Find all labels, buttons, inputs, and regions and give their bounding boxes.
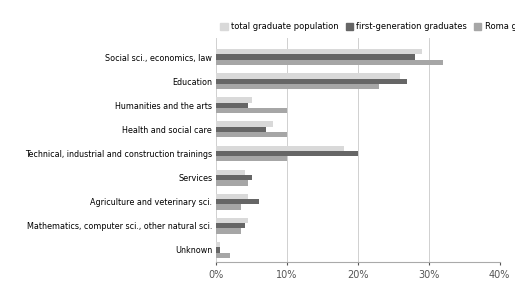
Bar xyxy=(216,146,344,151)
Bar xyxy=(216,121,273,127)
Bar xyxy=(216,54,415,60)
Bar xyxy=(216,73,401,79)
Bar xyxy=(216,127,266,132)
Bar xyxy=(216,218,248,223)
Bar xyxy=(216,194,248,199)
Bar xyxy=(216,108,287,113)
Bar xyxy=(216,199,259,204)
Bar xyxy=(216,151,358,156)
Bar xyxy=(216,97,252,103)
Bar xyxy=(216,60,443,65)
Bar xyxy=(216,84,379,89)
Bar xyxy=(216,175,252,180)
Bar xyxy=(216,103,248,108)
Bar xyxy=(216,204,241,210)
Legend: total graduate population, first-generation graduates, Roma graduates: total graduate population, first-generat… xyxy=(220,22,515,31)
Bar xyxy=(216,247,220,253)
Bar xyxy=(216,79,407,84)
Bar xyxy=(216,170,245,175)
Bar xyxy=(216,180,248,186)
Bar xyxy=(216,253,230,258)
Bar xyxy=(216,156,287,162)
Bar xyxy=(216,223,245,228)
Bar xyxy=(216,49,422,54)
Bar xyxy=(216,228,241,234)
Bar xyxy=(216,242,220,247)
Bar xyxy=(216,132,287,137)
